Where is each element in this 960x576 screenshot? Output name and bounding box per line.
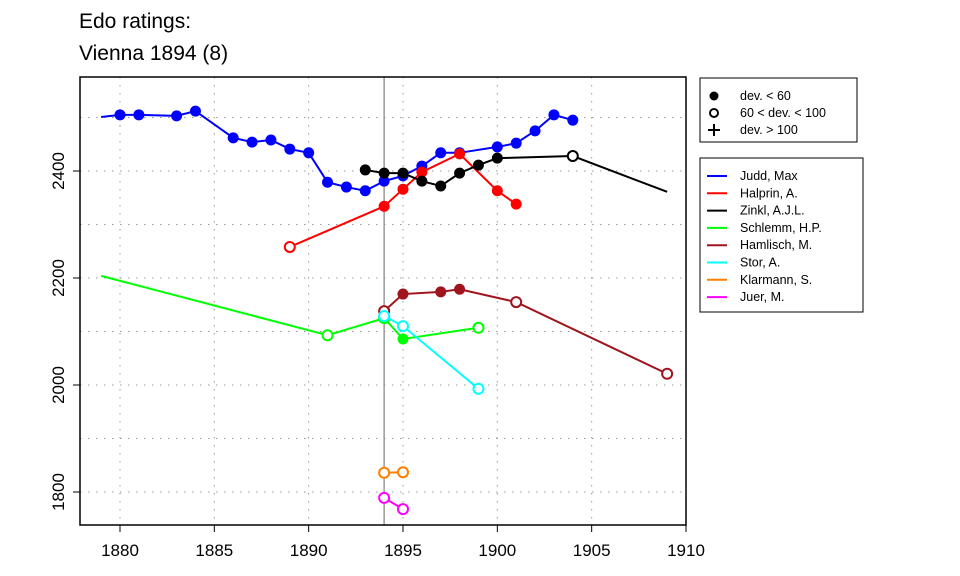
data-point [227, 132, 239, 144]
data-point [435, 147, 447, 159]
series-legend-label: Hamlisch, M. [740, 238, 812, 252]
data-point [322, 176, 334, 188]
data-point [435, 286, 447, 298]
data-point [283, 240, 296, 253]
data-point [397, 167, 409, 179]
series-hamlisch--m- [378, 283, 674, 380]
data-point [340, 181, 352, 193]
data-point [378, 309, 391, 322]
symbol-legend-label: dev. < 60 [740, 89, 791, 103]
series-legend-label: Stor, A. [740, 256, 780, 270]
series-stor--a- [378, 309, 485, 395]
chart-title-line2: Vienna 1894 (8) [79, 42, 229, 65]
series-legend-label: Klarmann, S. [740, 273, 812, 287]
data-point [472, 382, 485, 395]
data-point [321, 329, 334, 342]
series-legend-box [699, 157, 864, 313]
y-tick-label: 2000 [49, 366, 68, 404]
x-tick-label: 1910 [667, 541, 705, 560]
data-point [548, 109, 560, 121]
data-point [454, 167, 466, 179]
data-point [246, 136, 258, 148]
plot-border [79, 76, 687, 526]
series-schlemm--h-p- [100, 274, 485, 345]
data-point [491, 185, 503, 197]
data-point [491, 152, 503, 164]
y-tick-label: 2400 [49, 152, 68, 190]
x-tick-label: 1880 [101, 541, 139, 560]
x-tick-label: 1885 [195, 541, 233, 560]
data-point [454, 148, 466, 160]
data-point [171, 110, 183, 122]
series-legend-label: Zinkl, A.J.L. [740, 204, 805, 218]
series-judd--max [101, 105, 579, 197]
chart-title-line1: Edo ratings: [79, 10, 192, 33]
data-point [397, 288, 409, 300]
data-point [359, 164, 371, 176]
data-point [378, 167, 390, 179]
symbol-legend-label: 60 < dev. < 100 [740, 106, 826, 120]
series-juer--m- [378, 491, 409, 516]
data-point [472, 159, 484, 171]
series-legend-label: Schlemm, H.P. [740, 221, 822, 235]
data-point [284, 143, 296, 155]
data-point [359, 185, 371, 197]
data-point [397, 503, 409, 516]
data-point [454, 283, 466, 295]
data-point [510, 137, 522, 149]
x-tick-label: 1900 [478, 541, 516, 560]
data-point [397, 466, 409, 479]
data-point [510, 198, 522, 210]
data-point [566, 150, 579, 163]
data-point [378, 200, 390, 212]
symbol-legend-label: dev. > 100 [740, 123, 798, 137]
x-tick-label: 1905 [573, 541, 611, 560]
data-point [265, 134, 277, 146]
data-point [416, 175, 428, 187]
data-point [133, 109, 145, 121]
series-legend-label: Halprin, A. [740, 186, 798, 200]
data-point [472, 321, 485, 334]
data-point [435, 180, 447, 192]
data-point [567, 114, 579, 126]
y-tick-label: 2200 [49, 259, 68, 297]
y-tick-label: 1800 [49, 473, 68, 511]
series-halprin--a- [283, 148, 522, 253]
series-line [365, 155, 668, 193]
data-point [397, 320, 409, 333]
symbol-legend-box [699, 77, 858, 143]
data-point [378, 175, 390, 187]
data-point [661, 367, 674, 380]
data-point [378, 466, 391, 479]
data-point [397, 333, 409, 345]
data-point [510, 296, 523, 309]
series-legend-label: Judd, Max [740, 169, 798, 183]
data-point [491, 141, 503, 153]
x-tick-label: 1895 [384, 541, 422, 560]
data-point [529, 125, 541, 137]
series-line [101, 109, 574, 192]
data-point [114, 109, 126, 121]
open-circle-icon [709, 108, 719, 118]
filled-circle-icon [709, 91, 719, 101]
data-point [397, 183, 409, 195]
series-legend-label: Juer, M. [740, 290, 784, 304]
series-zinkl--a-j-l- [359, 150, 668, 193]
data-point [303, 147, 315, 159]
data-point [189, 105, 201, 117]
x-tick-label: 1890 [290, 541, 328, 560]
series-klarmann--s- [378, 466, 409, 479]
data-point [416, 166, 428, 178]
data-point [378, 491, 391, 504]
series-line [100, 274, 479, 341]
